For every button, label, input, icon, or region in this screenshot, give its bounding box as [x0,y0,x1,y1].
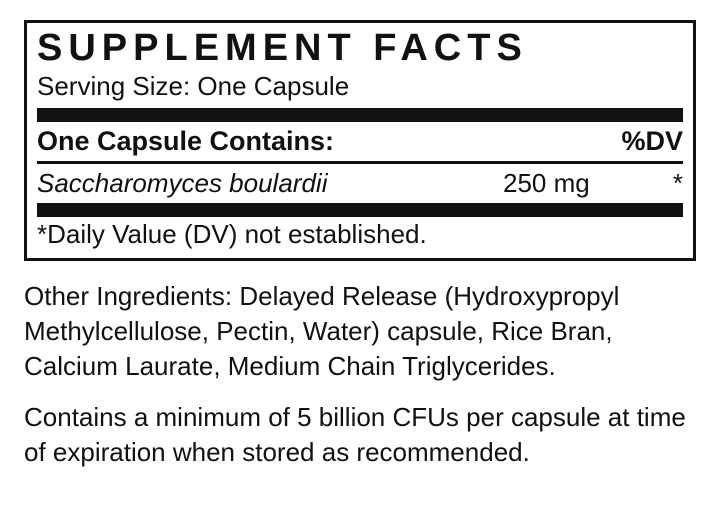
dv-header: %DV [621,126,683,157]
dv-footnote: *Daily Value (DV) not established. [37,217,683,256]
column-header-row: One Capsule Contains: %DV [37,122,683,161]
cfu-note: Contains a minimum of 5 billion CFUs per… [24,400,696,470]
thick-rule [37,108,683,122]
thick-rule [37,203,683,217]
nutrient-dv: * [653,168,683,199]
serving-value: One Capsule [197,71,349,101]
contains-header: One Capsule Contains: [37,126,621,157]
nutrient-row: Saccharomyces boulardii 250 mg * [37,164,683,203]
serving-prefix: Serving Size: [37,71,197,101]
nutrient-amount: 250 mg [503,168,653,199]
panel-title: SUPPLEMENT FACTS [37,27,683,69]
supplement-facts-panel: SUPPLEMENT FACTS Serving Size: One Capsu… [24,20,696,261]
nutrient-name: Saccharomyces boulardii [37,168,503,199]
serving-size: Serving Size: One Capsule [37,69,683,108]
other-ingredients: Other Ingredients: Delayed Release (Hydr… [24,279,696,384]
